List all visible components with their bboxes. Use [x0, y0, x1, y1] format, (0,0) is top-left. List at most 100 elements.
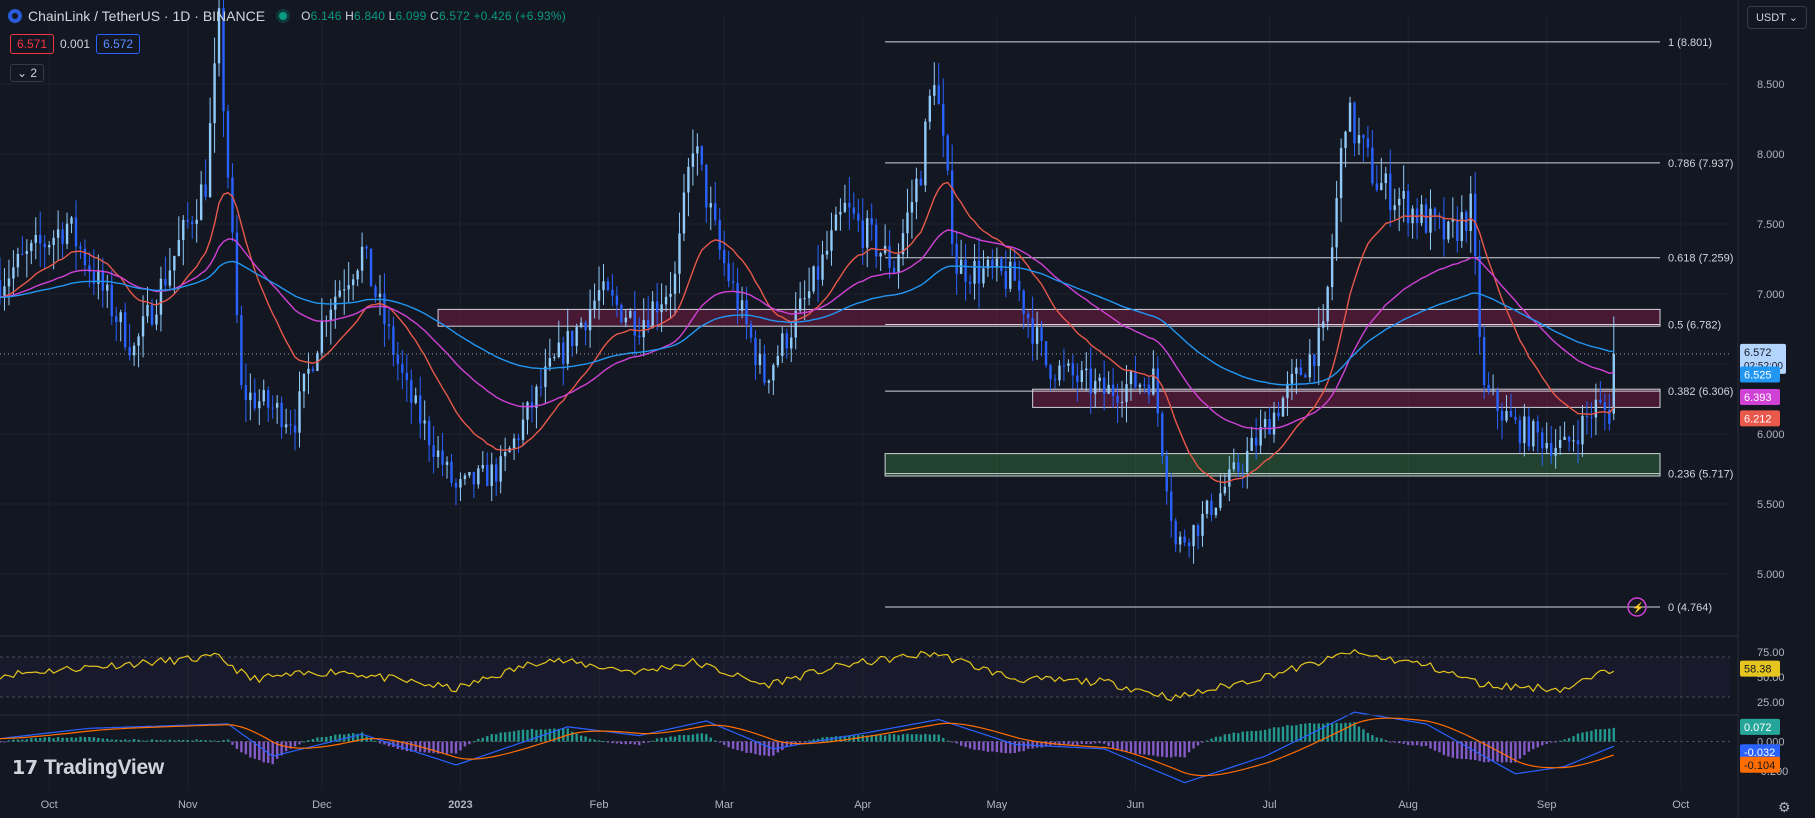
candle-body [472, 472, 476, 485]
candle-body [772, 365, 775, 381]
candle-body [705, 164, 708, 208]
macd-histogram-bar [1541, 741, 1544, 746]
candle-body [1326, 287, 1329, 322]
candle-body [584, 322, 587, 331]
candle-body [199, 184, 203, 220]
candle-body [1402, 190, 1405, 199]
time-tick-label: Apr [854, 799, 871, 811]
macd-histogram-bar [1344, 722, 1347, 742]
macd-histogram-bar [1089, 741, 1092, 745]
candle-body [1044, 340, 1048, 366]
price-tick-label: 8.000 [1757, 149, 1785, 161]
macd-histogram-bar [718, 741, 721, 743]
macd-histogram-bar [700, 733, 704, 742]
candle-body [1156, 368, 1160, 414]
macd-histogram-bar [1286, 725, 1289, 742]
macd-histogram-bar [445, 741, 449, 754]
macd-histogram-bar [293, 741, 297, 747]
candle-body [405, 372, 408, 381]
macd-histogram-bar [88, 736, 91, 742]
lightning-icon [1627, 597, 1647, 617]
candle-body [570, 330, 574, 346]
macd-histogram-bar [1259, 730, 1262, 742]
macd-histogram-bar [1295, 725, 1298, 742]
fib-label: 0.382 (6.306) [1668, 386, 1733, 398]
candle-body [88, 265, 91, 272]
macd-histogram-bar [52, 738, 55, 742]
macd-histogram-bar [763, 741, 766, 756]
macd-hist-value: 0.072 [1744, 722, 1772, 734]
candle-body [942, 104, 945, 136]
candle-body [1004, 271, 1008, 289]
currency-select[interactable]: USDT ⌄ [1746, 6, 1807, 29]
candle-body [34, 234, 37, 243]
rsi-value-bg [1740, 660, 1780, 677]
candle-body [61, 229, 64, 244]
sell-button[interactable]: 6.571 [10, 34, 55, 54]
time-tick-label: Dec [312, 799, 332, 811]
macd-histogram-bar [320, 737, 324, 742]
candle-body [1018, 280, 1021, 291]
candle-body [1549, 442, 1553, 456]
macd-histogram-bar [714, 740, 717, 742]
candle-body [1165, 455, 1168, 492]
candle-body [262, 390, 265, 402]
macd-histogram-bar [1102, 741, 1106, 744]
macd-histogram-bar [258, 741, 261, 761]
candle-body [562, 342, 565, 364]
symbol-title[interactable]: ChainLink / TetherUS · 1D · BINANCE [28, 8, 266, 24]
candle-body [749, 324, 753, 338]
macd-histogram-bar [360, 732, 364, 742]
macd-histogram-bar [874, 734, 878, 742]
candle-body [159, 278, 163, 315]
candle-body [436, 450, 440, 457]
candle-body [1380, 183, 1383, 190]
indicators-collapse-button[interactable]: ⌄ 2 [10, 64, 45, 82]
candle-body [879, 253, 882, 257]
candle-body [593, 300, 596, 310]
candle-body [0, 280, 2, 298]
macd-histogram-bar [70, 737, 73, 742]
macd-histogram-bar [1196, 741, 1200, 746]
macd-histogram-bar [1232, 732, 1235, 742]
ema-50-value: 6.393 [1744, 392, 1772, 404]
macd-histogram-bar [1228, 733, 1231, 742]
candle-body [110, 284, 113, 317]
macd-histogram-bar [1326, 722, 1329, 742]
candle-body [816, 266, 820, 280]
candle-body [946, 135, 949, 171]
candle-body [445, 461, 449, 465]
ema-20-line [0, 181, 1615, 484]
candle-body [1178, 536, 1182, 545]
candle-body [1040, 327, 1043, 341]
candle-body [1317, 327, 1320, 366]
candle-body [419, 395, 422, 424]
macd-histogram-bar [356, 733, 359, 742]
macd-histogram-bar [1241, 731, 1244, 742]
macd-histogram-bar [1585, 731, 1589, 742]
buy-button[interactable]: 6.572 [96, 34, 141, 54]
macd-histogram-bar [1465, 741, 1468, 760]
candle-body [512, 438, 516, 448]
candle-body [1214, 507, 1218, 516]
candle-body [74, 217, 78, 247]
macd-histogram-bar [329, 735, 333, 742]
macd-histogram-bar [1393, 741, 1396, 743]
candle-body [798, 298, 802, 311]
moving-averages [0, 181, 1615, 484]
macd-histogram-bar [906, 733, 909, 742]
candle-body [1201, 513, 1204, 536]
macd-histogram-bar [1523, 741, 1526, 756]
candle-body [1098, 377, 1101, 382]
candle-body [870, 218, 873, 225]
candle-body [790, 337, 793, 349]
macd-histogram-bar [1304, 723, 1307, 742]
candle-body [1344, 131, 1347, 148]
macd-histogram-bar [673, 736, 677, 742]
macd-histogram-bar [1590, 730, 1593, 742]
candle-body [1120, 402, 1124, 404]
candle-body [83, 248, 87, 266]
candle-body [776, 355, 780, 366]
macd-histogram-bar [1107, 741, 1110, 746]
